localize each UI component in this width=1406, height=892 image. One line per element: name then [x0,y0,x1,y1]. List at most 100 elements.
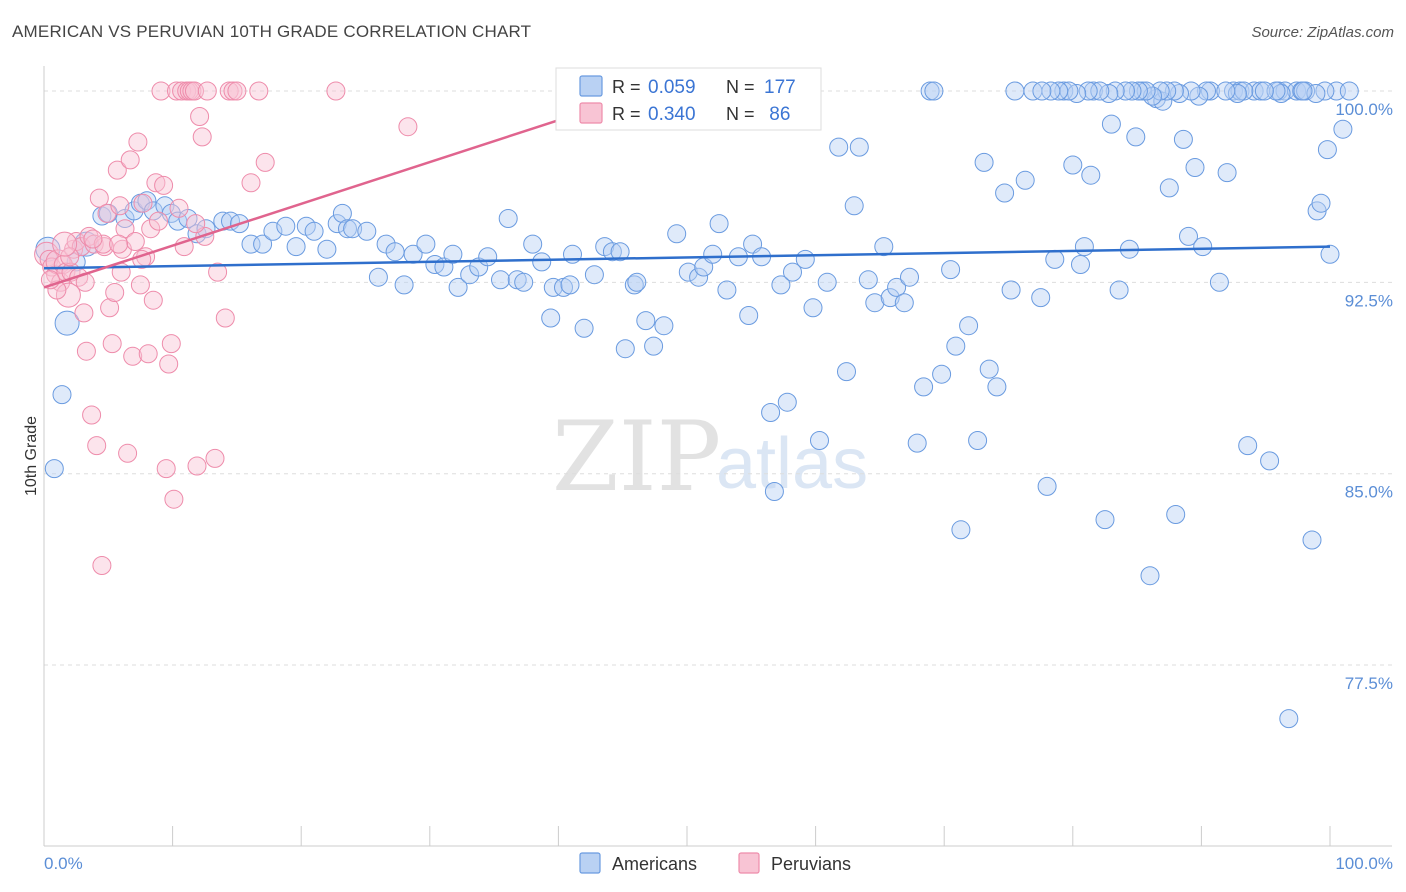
point-americans [1209,272,1229,292]
legend-bottom-americans[interactable]: Americans [612,854,697,874]
point-americans [1005,81,1025,101]
x-tick-label-min: 0.0% [44,854,83,873]
legend-americans-r-value: 0.059 [648,77,696,98]
point-americans [1078,81,1098,101]
series-peruvians-points [34,81,694,575]
point-peruvians [255,152,275,172]
point-peruvians [93,234,113,254]
point-americans [286,237,306,257]
point-americans [1254,81,1274,101]
point-peruvians [109,234,129,254]
point-americans [241,234,261,254]
legend-americans-r-label: R = [612,77,641,97]
trend-line-americans [43,245,1331,270]
legend-americans-n-value: 177 [764,77,796,98]
point-americans [1001,280,1021,300]
point-americans [1063,155,1083,175]
point-americans [263,221,283,241]
point-americans [709,214,729,234]
point-americans [717,280,737,300]
point-americans [900,267,919,287]
legend-bottom-swatch-peruvians[interactable] [738,852,760,874]
point-peruvians [187,456,207,476]
point-americans [1095,510,1115,530]
point-americans [1339,81,1359,101]
point-peruvians [192,127,212,147]
legend-bottom-swatch-americans[interactable] [579,852,601,874]
point-americans [667,224,687,244]
point-americans [1217,163,1237,183]
legend-top: R = 0.059 N = 177 R = 0.340 N = 86 [555,67,822,131]
point-peruvians [197,81,217,101]
point-americans [795,249,815,269]
point-peruvians [125,232,145,251]
y-tick-label: 77.5% [1345,674,1393,693]
point-americans [44,459,64,479]
point-peruvians [89,188,109,208]
point-americans [810,431,829,450]
point-americans [761,403,781,422]
point-peruvians [83,229,103,249]
point-americans [887,277,907,297]
point-americans [523,234,543,254]
point-americans [844,196,864,216]
point-americans [858,270,878,290]
point-americans [1227,84,1247,103]
point-americans [624,275,644,295]
source-credit: Source: ZipAtlas.com [1251,24,1394,41]
legend-peruvians-n-label: N = [726,104,755,124]
point-americans [783,262,802,282]
point-americans [1164,81,1184,101]
point-americans [1109,280,1129,300]
point-americans [338,219,357,239]
point-americans [1031,288,1051,308]
point-americans [1193,237,1213,257]
point-americans [52,385,72,405]
point-peruvians [215,308,235,328]
point-peruvians [241,173,261,193]
point-americans [1185,158,1205,177]
point-peruvians [156,459,176,479]
point-americans [498,209,518,228]
point-peruvians [159,354,179,374]
point-americans [837,362,856,382]
point-peruvians [326,81,346,101]
point-americans [1122,81,1142,101]
point-peruvians [128,132,148,152]
point-americans [368,267,388,287]
point-peruvians [110,196,130,216]
point-americans [615,339,635,359]
point-peruvians [169,198,189,218]
point-americans [880,288,900,308]
point-americans [1049,81,1069,101]
point-americans [1128,81,1148,101]
point-americans [1317,140,1337,160]
point-peruvians [74,303,94,323]
point-americans [602,242,622,262]
trend-line-peruvians [43,89,649,289]
point-americans [829,137,849,157]
point-americans [946,336,966,356]
point-americans [1260,451,1280,471]
chart-title: AMERICAN VS PERUVIAN 10TH GRADE CORRELAT… [12,22,532,41]
point-peruvians [102,334,122,354]
point-americans [584,265,604,285]
point-americans [1320,244,1340,264]
x-axis-ticks [43,826,1331,846]
point-americans [654,316,674,336]
series-americans-points [35,81,1359,729]
point-americans [874,237,894,257]
point-peruvians [123,346,143,366]
point-peruvians [120,150,140,170]
point-peruvians [105,283,125,302]
watermark-zip: ZIP [552,401,721,513]
point-peruvians [227,81,247,101]
point-peruvians [130,275,150,295]
point-americans [1266,81,1286,101]
point-americans [416,234,436,254]
point-americans [771,275,791,295]
point-americans [478,247,498,267]
point-americans [304,221,324,241]
point-americans [560,275,580,295]
legend-bottom-peruvians[interactable]: Peruvians [771,854,851,874]
